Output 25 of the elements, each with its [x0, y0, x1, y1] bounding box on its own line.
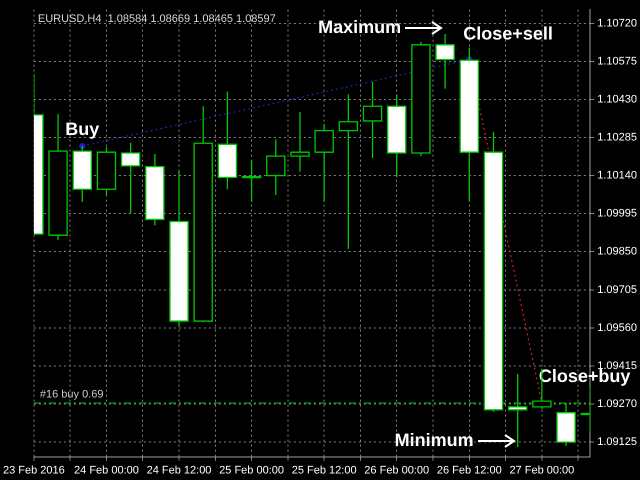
chart-title: EURUSD,H4 1.08584 1.08669 1.08465 1.08597 [38, 13, 276, 26]
y-tick-label: 1.09995 [597, 208, 638, 220]
y-tick-label: 1.09270 [597, 398, 638, 410]
annotation: Minimum [394, 430, 474, 450]
x-tick-label: 24 Feb 00:00 [74, 464, 139, 476]
ref-line-label: #16 buy 0.69 [40, 388, 104, 400]
annotation: Maximum [318, 16, 402, 37]
y-tick-label: 1.09560 [597, 322, 638, 334]
x-tick-label: 24 Feb 12:00 [146, 464, 212, 476]
y-tick-label: 1.09705 [597, 284, 638, 296]
x-tick-label: 23 Feb 2016 [2, 464, 65, 476]
y-tick-label: 1.10720 [597, 17, 638, 30]
y-tick-label: 1.09125 [597, 436, 638, 448]
y-tick-label: 1.10285 [597, 132, 638, 144]
x-tick-label: 26 Feb 12:00 [436, 464, 502, 476]
x-tick-label: 25 Feb 00:00 [219, 464, 284, 476]
x-tick-label: 27 Feb 00:00 [509, 464, 574, 476]
x-tick-label: 26 Feb 00:00 [364, 464, 430, 476]
annotation: Close+sell [463, 23, 553, 44]
y-tick-label: 1.10575 [597, 55, 638, 68]
y-tick-label: 1.09850 [597, 246, 638, 258]
annotation: Buy [65, 119, 100, 140]
x-tick-label: 25 Feb 12:00 [292, 464, 357, 476]
y-tick-label: 1.10140 [597, 170, 638, 182]
y-tick-label: 1.10430 [597, 93, 638, 106]
